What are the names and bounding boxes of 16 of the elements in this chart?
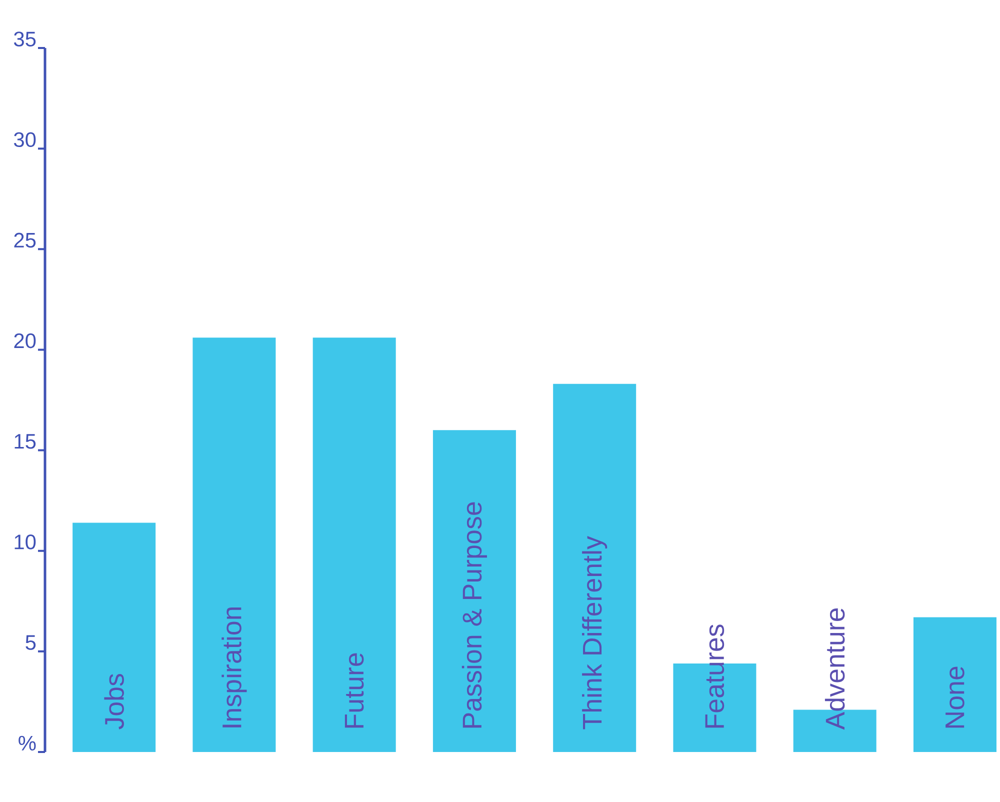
x-tick-label: Passion & Purpose [462,502,487,728]
y-tick-label: 5 [26,635,36,650]
x-tick-label: Adventure [824,608,845,730]
y-tick-label: 35 [14,32,36,46]
x-tick-label: None [946,666,964,728]
y-tick-label: 25 [14,232,36,248]
x-tick-label: Think Differently [582,536,608,730]
x-tick-label: Jobs [104,674,124,730]
y-tick-label: 15 [14,434,36,449]
y-tick-label: 30 [14,132,36,148]
y-tick-label: 10 [14,534,36,550]
x-tick-label: Future [344,653,364,728]
y-tick-label: % [18,736,36,750]
x-tick-label: Features [705,624,724,728]
y-tick-label: 20 [14,333,36,348]
x-tick-label: Inspiration [222,607,247,728]
